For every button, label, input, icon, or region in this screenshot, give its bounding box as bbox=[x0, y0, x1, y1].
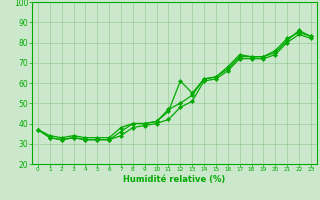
X-axis label: Humidité relative (%): Humidité relative (%) bbox=[123, 175, 226, 184]
